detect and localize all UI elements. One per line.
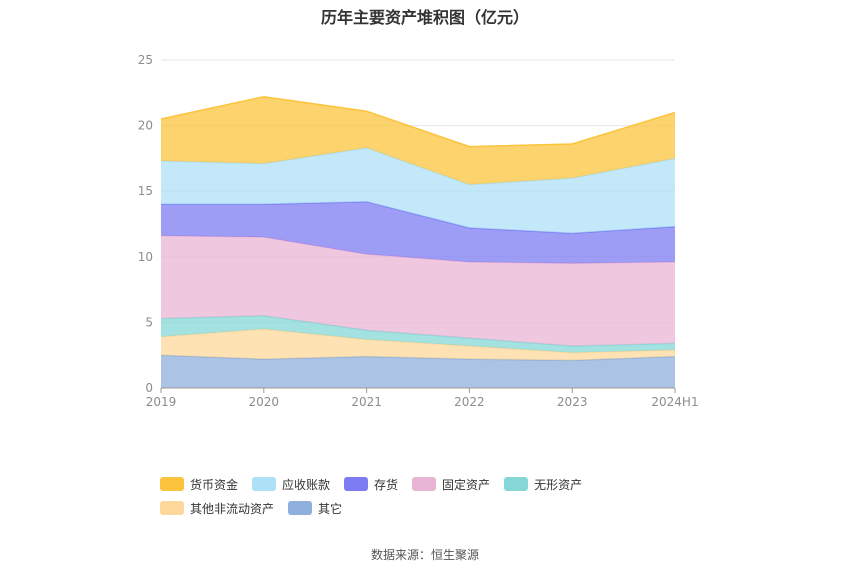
x-tick-label: 2022 — [454, 395, 485, 409]
legend-label: 应收账款 — [282, 477, 331, 492]
legend-item[interactable]: 其它 — [288, 496, 342, 520]
y-tick-label: 15 — [138, 184, 153, 198]
y-tick-label: 5 — [145, 315, 153, 329]
area-series-5 — [161, 147, 675, 234]
legend-item[interactable]: 固定资产 — [412, 472, 490, 496]
x-tick-label: 2020 — [249, 395, 280, 409]
legend-item[interactable]: 货币资金 — [160, 472, 238, 496]
legend-item[interactable]: 其他非流动资产 — [160, 496, 274, 520]
y-tick-label: 10 — [138, 250, 153, 264]
y-tick-label: 25 — [138, 53, 153, 67]
y-tick-label: 0 — [145, 381, 153, 395]
chart-legend: 货币资金 应收账款 存货 固定资产 无形资产其他非流动资产 其它 — [160, 472, 720, 520]
legend-swatch — [504, 477, 529, 491]
area-series-1 — [161, 329, 675, 361]
x-tick-label: 2024H1 — [651, 395, 698, 409]
legend-swatch — [412, 477, 437, 491]
x-tick-label: 2023 — [557, 395, 588, 409]
data-source: 数据来源：恒生聚源 — [370, 548, 479, 562]
legend-swatch — [252, 477, 277, 491]
legend-item[interactable]: 无形资产 — [504, 472, 582, 496]
legend-label: 存货 — [374, 477, 399, 492]
legend-label: 固定资产 — [442, 477, 491, 492]
legend-swatch — [160, 477, 184, 491]
area-series-4 — [161, 201, 675, 264]
legend-label: 无形资产 — [534, 477, 583, 492]
legend-label: 货币资金 — [190, 477, 239, 492]
legend-swatch — [160, 501, 184, 515]
legend-label: 其他非流动资产 — [190, 501, 275, 516]
area-series-0 — [161, 355, 675, 388]
legend-swatch — [344, 477, 369, 491]
area-series-line-2 — [160, 315, 676, 347]
area-series-6 — [161, 96, 675, 185]
x-tick-label: 2021 — [351, 395, 382, 409]
chart-title: 历年主要资产堆积图（亿元） — [320, 8, 529, 27]
legend-item[interactable]: 应收账款 — [252, 472, 330, 496]
legend-item[interactable]: 存货 — [344, 472, 398, 496]
x-tick-label: 2019 — [146, 395, 177, 409]
legend-swatch — [288, 501, 313, 515]
y-tick-label: 20 — [138, 119, 153, 133]
area-series-line-6 — [160, 95, 676, 148]
legend-label: 其它 — [318, 501, 343, 516]
